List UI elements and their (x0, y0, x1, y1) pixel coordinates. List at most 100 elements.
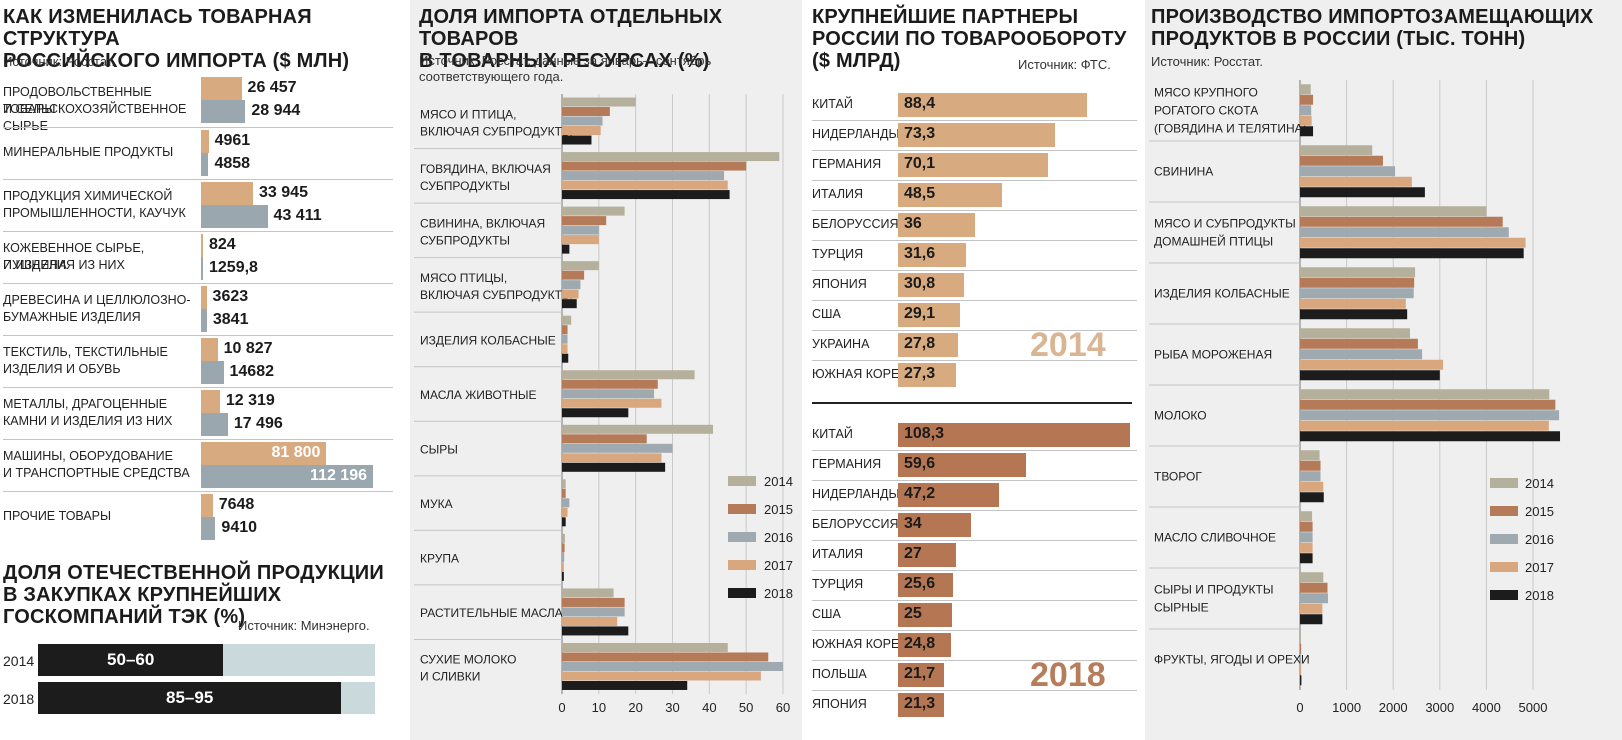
row-separator (812, 150, 1137, 151)
partner-value: 30,8 (904, 275, 936, 292)
partner-name: ЮЖНАЯ КОРЕЯ (812, 637, 909, 651)
category-label: ПРОМЫШЛЕННОСТИ, КАУЧУК (3, 206, 186, 220)
bar-2017 (562, 289, 579, 299)
x-tick-label: 1000 (1332, 700, 1361, 715)
legend-swatch (728, 532, 756, 542)
category-label: СВИНИНА, ВКЛЮЧАЯ (420, 216, 545, 230)
bar-2014 (1300, 328, 1410, 339)
production-title: ПРОИЗВОДСТВО ИМПОРТОЗАМЕЩАЮЩИХ ПРОДУКТОВ… (1151, 6, 1593, 50)
partner-name: ПОЛЬША (812, 667, 867, 681)
value-upper: 10 827 (223, 340, 273, 357)
partner-bar (898, 573, 953, 597)
category-label: КАМНИ И ИЗДЕЛИЯ ИЗ НИХ (3, 414, 173, 428)
x-tick-label: 30 (665, 700, 679, 715)
partner-bar (898, 333, 958, 357)
bar-2017 (562, 453, 662, 463)
bar-upper (201, 77, 242, 100)
category-label: МИНЕРАЛЬНЫЕ ПРОДУКТЫ (3, 145, 174, 159)
bar-2014 (1300, 206, 1487, 217)
import-structure-source: Источник: Росстат. (3, 54, 115, 69)
partner-bar (898, 93, 1088, 117)
partner-value: 27,8 (904, 335, 936, 352)
bar-2018 (1300, 126, 1314, 137)
bar-2016 (1300, 410, 1560, 421)
bar-2015 (1300, 460, 1321, 471)
row-separator (812, 600, 1137, 601)
bar-2015 (562, 216, 607, 226)
legend-swatch (728, 504, 756, 514)
value-lower: 28 944 (251, 102, 301, 119)
import-share-chart: 0 10 20 30 40 50 60 МЯСО И ПТИЦА, ВКЛЮЧАЯ СУБПРО… (414, 94, 793, 715)
row-separator (3, 127, 393, 128)
bar-upper (201, 130, 209, 153)
bar-2018 (1300, 492, 1324, 503)
bar-upper (201, 234, 203, 257)
partner-bar (898, 423, 1130, 447)
row-separator (812, 570, 1137, 571)
bar-2015 (1300, 399, 1556, 410)
bar-lower (201, 153, 209, 176)
bar-2017 (1300, 542, 1313, 553)
category-label: И ТРАНСПОРТНЫЕ СРЕДСТВА (3, 466, 190, 480)
production-chart: 0 1000 2000 3000 4000 5000 МЯСО КРУПНОГО РОГАТО… (1149, 80, 1561, 715)
category-label: И СЕЛЬСКОХОЗЯЙСТВЕННОЕ СЫРЬЕ (3, 101, 187, 133)
category-label: ФРУКТЫ, ЯГОДЫ И ОРЕХИ (1154, 653, 1310, 667)
row-separator (3, 335, 393, 336)
category-label: ИЗДЕЛИЯ КОЛБАСНЫЕ (420, 333, 556, 347)
bar-2015 (562, 488, 566, 498)
legend-label: 2014 (764, 474, 793, 489)
energy-share-source: Источник: Минэнерго. (238, 618, 370, 633)
category-label: МЯСО И СУБПРОДУКТЫ (1154, 217, 1296, 231)
category-label: СЫРНЫЕ (1154, 601, 1209, 615)
partner-name: БЕЛОРУССИЯ (812, 517, 899, 531)
category-label: КОЖЕВЕННОЕ СЫРЬЕ, ПУШНИНА (3, 241, 145, 272)
row-separator (812, 690, 1137, 691)
value-upper: 4961 (214, 132, 251, 149)
partner-bar (898, 303, 961, 327)
partner-name: ИТАЛИЯ (812, 547, 864, 561)
bar-2018 (1300, 248, 1524, 259)
value-upper: 81 800 (271, 444, 321, 461)
category-label: БУМАЖНЫЕ ИЗДЕЛИЯ (3, 310, 141, 324)
bar-2016 (562, 661, 783, 671)
partner-name: США (812, 607, 841, 621)
partner-bar (898, 663, 945, 687)
row-separator (812, 360, 1137, 361)
bar-2017 (1300, 115, 1312, 126)
partner-name: УКРАИНА (812, 337, 870, 351)
bar-2016 (562, 116, 603, 126)
x-tick-label: 0 (558, 700, 565, 715)
bar-2015 (1300, 643, 1302, 654)
x-tick-label: 50 (739, 700, 753, 715)
bar-2018 (1300, 309, 1408, 320)
bar-2016 (562, 552, 565, 562)
production-source: Источник: Росстат. (1151, 54, 1263, 69)
year-2014-watermark: 2014 (1030, 326, 1106, 364)
energy-year: 2018 (3, 691, 35, 707)
category-label: ВКЛЮЧАЯ СУБПРОДУКТЫ (420, 124, 573, 138)
energy-bar-fill (38, 644, 224, 676)
title-line: В ТОВАРНЫХ РЕСУРСАХ (%) (419, 50, 710, 72)
bar-2017 (1300, 237, 1526, 248)
bar-2015 (562, 107, 610, 117)
bar-2014 (1300, 84, 1311, 95)
legend-label: 2015 (1525, 504, 1554, 519)
legend-swatch (1490, 590, 1518, 600)
partner-bar (898, 483, 1000, 507)
row-separator (812, 180, 1137, 181)
value-upper: 12 319 (225, 392, 275, 409)
category-label: И ИЗДЕЛИЯ ИЗ НИХ (3, 258, 125, 272)
partner-bar (898, 603, 952, 627)
row-separator (3, 231, 393, 232)
bar-2014 (1300, 267, 1416, 278)
bar-2014 (562, 370, 695, 380)
legend-swatch (1490, 478, 1518, 488)
value-lower: 17 496 (233, 415, 283, 432)
bar-2017 (1300, 176, 1412, 187)
bar-2015 (1300, 94, 1314, 105)
bar-2015 (1300, 521, 1313, 532)
bar-2015 (1300, 155, 1383, 166)
source-line: соответствующего года. (419, 69, 564, 84)
bar-2017 (1300, 664, 1302, 675)
category-label: СВИНИНА (1154, 165, 1213, 179)
